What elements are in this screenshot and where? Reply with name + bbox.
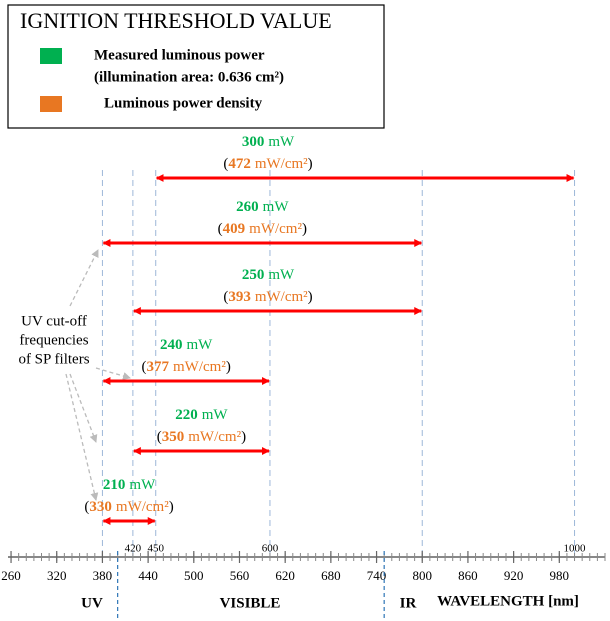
bracket: (: [157, 429, 162, 445]
region-label: VISIBLE: [220, 595, 281, 611]
density-value: 377: [147, 359, 170, 375]
power-label: 250 mW: [242, 267, 295, 283]
x-tick-label: 860: [458, 568, 478, 583]
power-value: 240: [160, 337, 183, 353]
x-tick-label: 920: [504, 568, 524, 583]
power-label: 240 mW: [160, 337, 213, 353]
power-unit: mW: [263, 199, 290, 215]
power-label: 300 mW: [242, 134, 295, 150]
legend-swatch: [40, 96, 62, 112]
density-label: (472 mW/cm²): [223, 156, 312, 172]
density-unit: mW/cm²: [116, 499, 169, 515]
x-tick-label: 440: [138, 568, 158, 583]
density-label: (377 mW/cm²): [142, 359, 231, 375]
marker-label: 450: [147, 543, 164, 555]
region-label: UV: [81, 595, 103, 611]
bracket: ): [241, 429, 246, 445]
density-unit: mW/cm²: [255, 156, 308, 172]
annotation-line: UV cut-off: [21, 313, 87, 329]
bracket: (: [223, 289, 228, 305]
marker-label: 420: [125, 543, 142, 555]
density-unit: mW/cm²: [255, 289, 308, 305]
bracket: ): [308, 156, 313, 172]
power-label: 260 mW: [236, 199, 289, 215]
x-tick-label: 620: [275, 568, 295, 583]
density-value: 472: [228, 156, 251, 172]
power-label: 220 mW: [175, 407, 228, 423]
legend-label: Luminous power density: [104, 95, 263, 111]
density-label: (409 mW/cm²): [218, 221, 307, 237]
x-tick-label: 980: [550, 568, 570, 583]
density-unit: mW/cm²: [173, 359, 226, 375]
x-tick-label: 320: [47, 568, 67, 583]
density-unit: mW/cm²: [249, 221, 302, 237]
density-value: 393: [228, 289, 251, 305]
bracket: ): [308, 289, 313, 305]
legend-note: (illumination area: 0.636 cm²): [94, 69, 284, 85]
legend-label: Measured luminous power: [94, 47, 265, 63]
legend-box: [7, 4, 385, 129]
power-value: 220: [175, 407, 198, 423]
power-value: 250: [242, 267, 265, 283]
bracket: (: [223, 156, 228, 172]
density-label: (330 mW/cm²): [84, 499, 173, 515]
density-value: 409: [223, 221, 246, 237]
bracket: ): [226, 359, 231, 375]
annotation-line: frequencies: [19, 332, 88, 348]
x-tick-label: 800: [412, 568, 432, 583]
annotation: UV cut-off frequencies of SP filters: [18, 249, 131, 501]
legend-swatch: [40, 48, 62, 64]
bracket: (: [218, 221, 223, 237]
bracket: (: [142, 359, 147, 375]
x-tick-label: 560: [230, 568, 250, 583]
density-value: 350: [162, 429, 185, 445]
x-tick-label: 680: [321, 568, 341, 583]
x-tick-label: 380: [93, 568, 113, 583]
power-unit: mW: [268, 267, 295, 283]
x-axis-title: WAVELENGTH [nm]: [437, 593, 579, 609]
bracket: (: [84, 499, 89, 515]
chart-title: IGNITION THRESHOLD VALUE: [20, 8, 332, 33]
bracket: ): [169, 499, 174, 515]
density-label: (393 mW/cm²): [223, 289, 312, 305]
x-tick-label: 500: [184, 568, 204, 583]
power-label: 210 mW: [103, 477, 156, 493]
power-unit: mW: [268, 134, 295, 150]
power-value: 300: [242, 134, 265, 150]
x-tick-label: 740: [367, 568, 387, 583]
power-unit: mW: [129, 477, 156, 493]
marker-label: 600: [262, 543, 279, 555]
density-value: 330: [89, 499, 112, 515]
x-tick-label: 260: [1, 568, 21, 583]
power-value: 210: [103, 477, 126, 493]
marker-label: 1000: [564, 543, 587, 555]
annotation-line: of SP filters: [18, 351, 89, 367]
power-unit: mW: [202, 407, 229, 423]
density-label: (350 mW/cm²): [157, 429, 246, 445]
bracket: ): [302, 221, 307, 237]
power-value: 260: [236, 199, 259, 215]
density-unit: mW/cm²: [188, 429, 241, 445]
region-label: IR: [400, 595, 417, 611]
power-unit: mW: [187, 337, 214, 353]
